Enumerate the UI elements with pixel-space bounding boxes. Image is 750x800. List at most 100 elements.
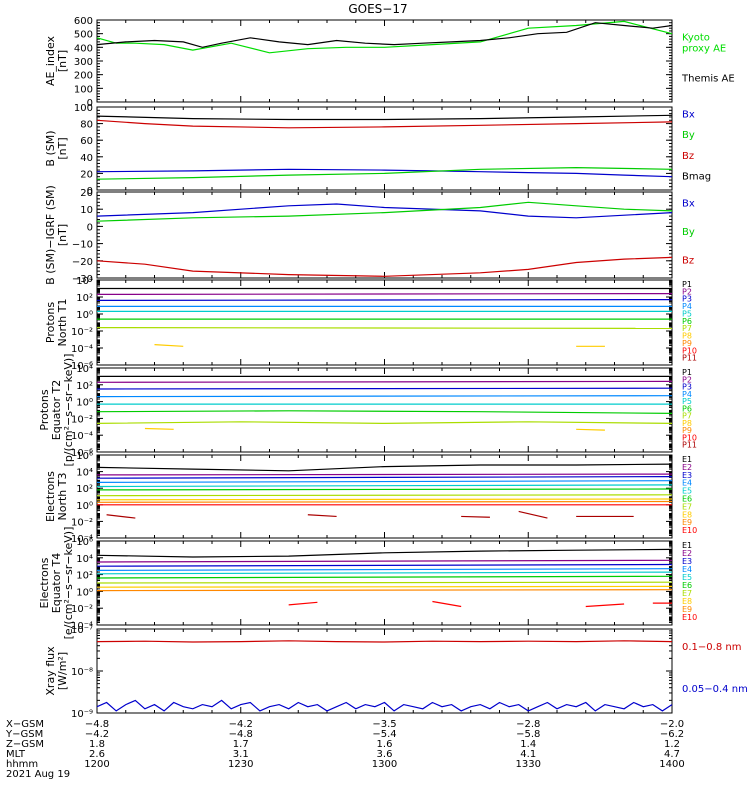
y-tick-label: 100	[74, 84, 93, 95]
legend-0-1-0-8-nm: 0.1−0.8 nm	[682, 642, 741, 653]
legend-by: By	[682, 227, 695, 238]
y-axis-label: Electrons	[38, 557, 51, 608]
series-line-bmag	[96, 114, 673, 121]
series-line-kyoto	[96, 20, 673, 54]
legend-e6: E6	[682, 495, 692, 504]
legend-p2: P2	[682, 375, 692, 384]
y-tick-label: 10⁶	[76, 451, 93, 462]
y-tick-label: 10⁻⁴	[71, 431, 93, 442]
y-axis-label: [nT]	[56, 224, 69, 246]
panel-5: 10⁴ 10² 10⁰ 10⁻² 10⁻⁴ 10⁻⁶ Protons Equator T2 [p…	[38, 354, 697, 467]
y-tick-label: 10⁻⁸	[71, 667, 93, 678]
y-axis-label: [e/(cm²−s−sr−keV)]	[62, 527, 75, 640]
y-tick-label: 10⁴	[76, 364, 93, 375]
series-line-e6	[96, 488, 673, 491]
series-line-e10	[432, 600, 462, 608]
y-tick-label: 10⁻²	[71, 414, 93, 425]
x-axis-row-label: hhmm	[6, 759, 38, 770]
x-axis-table: X−GSM −4.8 −4.2 −3.5 −2.8 −2.0Y−GSM −4.2 −4.8 −5…	[5, 719, 685, 780]
y-tick-label: 10⁰	[76, 398, 93, 409]
series-line-e9	[96, 589, 673, 592]
series-line-e1	[96, 463, 673, 472]
x-axis-value: 4.7	[664, 749, 680, 760]
x-axis-value: 1.8	[89, 739, 105, 750]
series-line-p7	[96, 327, 673, 329]
legend-e9: E9	[682, 605, 692, 614]
series-line-e10	[461, 515, 490, 518]
series-line-p2	[96, 293, 673, 295]
legend-e5: E5	[682, 573, 692, 582]
y-axis-label: [W/m²]	[56, 652, 69, 690]
series-line-e2	[96, 473, 673, 476]
x-axis-value: −2.0	[660, 719, 684, 730]
y-axis-label: [nT]	[56, 50, 69, 72]
x-axis-value: −4.8	[229, 729, 253, 740]
series-line-p4	[96, 395, 673, 398]
legend-e2: E2	[682, 463, 692, 472]
legend-p11: P11	[682, 441, 697, 450]
y-tick-label: 10⁻⁴	[71, 344, 93, 355]
legend-bx: Bx	[682, 109, 695, 120]
x-axis-value: 1230	[228, 759, 253, 770]
legend-p1: P1	[682, 280, 692, 289]
series-line-e3	[96, 563, 673, 567]
legend-kyoto-proxy-ae: proxy AE	[682, 44, 726, 55]
y-axis-label: Equator T2	[50, 380, 63, 440]
legend-e6: E6	[682, 581, 692, 590]
series-line-bx	[96, 203, 673, 219]
y-axis-label: North T1	[56, 299, 69, 347]
series-line-e10	[106, 514, 136, 519]
series-line-e3	[96, 476, 673, 479]
series-line-p8	[144, 427, 174, 430]
y-tick-label: 500	[74, 30, 93, 41]
series-line-e8	[96, 498, 673, 501]
y-axis-label: North T3	[56, 473, 69, 521]
series-line-p6	[96, 410, 673, 414]
x-axis-value: 4.1	[520, 749, 536, 760]
x-axis-value: −4.2	[229, 719, 253, 730]
x-axis-value: −2.8	[516, 719, 540, 730]
panel-4: 10⁴ 10² 10⁰ 10⁻² 10⁻⁴ 10⁻⁶ Protons North T1 P1P2…	[44, 276, 697, 372]
series-line-e5	[96, 484, 673, 488]
series-line-p7	[96, 421, 673, 425]
x-axis-row-label: MLT	[6, 749, 26, 760]
y-tick-label: 20	[80, 188, 93, 199]
legend-e8: E8	[682, 510, 692, 519]
series-line-e1	[96, 548, 673, 558]
y-tick-label: 300	[74, 57, 93, 68]
x-axis-value: −4.2	[85, 729, 109, 740]
x-axis-value: −5.4	[372, 729, 396, 740]
y-tick-label: 80	[80, 120, 93, 131]
legend-by: By	[682, 130, 695, 141]
series-line-p8	[576, 428, 605, 431]
legend-p11: P11	[682, 354, 697, 363]
x-axis-row-label: Z−GSM	[6, 739, 44, 750]
legend-p10: P10	[682, 433, 697, 442]
y-axis-label: Xray flux	[44, 646, 57, 696]
x-axis-value: 3.6	[377, 749, 393, 760]
y-tick-label: 10⁴	[76, 554, 93, 565]
legend-e1: E1	[682, 455, 692, 464]
y-tick-label: 10²	[76, 381, 93, 392]
legend-e3: E3	[682, 557, 692, 566]
legend-p7: P7	[682, 324, 692, 333]
y-tick-label: 0	[87, 186, 93, 197]
x-axis-value: 1200	[84, 759, 109, 770]
series-line-e7	[96, 581, 673, 584]
y-tick-label: 10⁻²	[71, 327, 93, 338]
x-axis-value: 1400	[659, 759, 684, 770]
series-line-e10	[518, 510, 548, 519]
x-axis-value: 1.6	[377, 739, 393, 750]
y-axis-label: B (SM)	[44, 130, 57, 166]
series-line-e7	[96, 494, 673, 497]
y-axis-label: AE_index	[44, 35, 57, 86]
y-axis-label: [nT]	[56, 137, 69, 159]
legend-e10: E10	[682, 613, 697, 622]
x-axis-value: 1.4	[520, 739, 536, 750]
panel-1: 0 100 200 300 400 500 600 AE_index [nT] Kyotoprox…	[44, 16, 735, 109]
x-axis-value: 3.1	[233, 749, 249, 760]
legend-e4: E4	[682, 565, 692, 574]
x-axis-value: 1330	[516, 759, 541, 770]
legend-e7: E7	[682, 589, 692, 598]
